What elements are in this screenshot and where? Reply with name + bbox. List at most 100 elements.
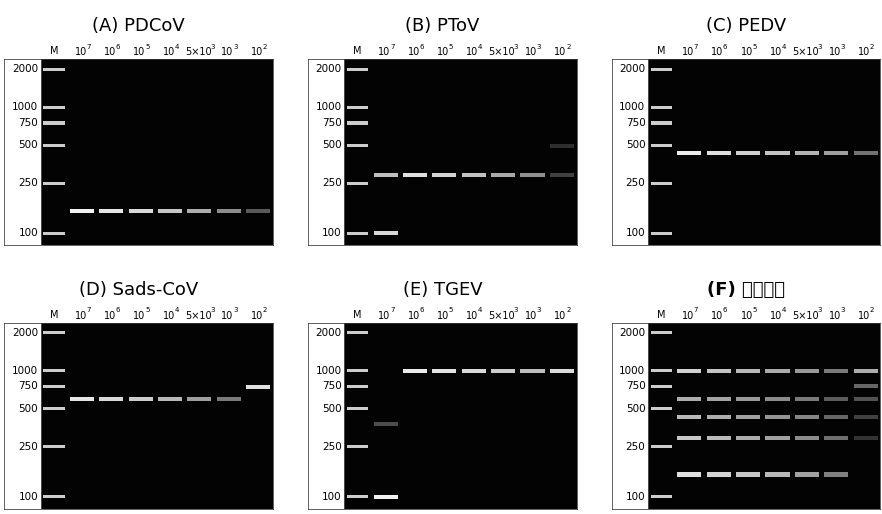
- Bar: [351, 69, 364, 70]
- Bar: [651, 369, 672, 372]
- Bar: [130, 209, 152, 213]
- Bar: [709, 397, 729, 400]
- Bar: [45, 408, 64, 410]
- Bar: [374, 231, 398, 235]
- Bar: [769, 370, 786, 372]
- Bar: [44, 445, 64, 448]
- Text: 7: 7: [86, 44, 91, 49]
- Bar: [770, 153, 785, 154]
- Bar: [493, 370, 513, 372]
- Bar: [798, 416, 815, 418]
- Bar: [348, 144, 368, 146]
- Bar: [678, 437, 700, 440]
- Bar: [736, 472, 760, 476]
- Bar: [348, 407, 368, 410]
- Bar: [220, 210, 237, 212]
- Bar: [825, 473, 848, 476]
- Bar: [160, 397, 180, 400]
- Bar: [191, 398, 208, 400]
- Bar: [407, 174, 422, 176]
- Bar: [104, 398, 119, 399]
- Bar: [492, 173, 514, 177]
- Bar: [407, 174, 423, 176]
- Bar: [678, 152, 701, 155]
- Bar: [551, 145, 572, 148]
- Bar: [101, 397, 122, 400]
- Bar: [347, 445, 369, 448]
- Bar: [101, 210, 122, 212]
- Bar: [524, 174, 542, 176]
- Bar: [827, 398, 845, 400]
- Bar: [768, 153, 787, 154]
- Bar: [375, 422, 396, 425]
- Bar: [348, 332, 368, 334]
- Bar: [711, 370, 727, 371]
- Bar: [350, 144, 365, 146]
- Bar: [350, 144, 365, 146]
- Bar: [827, 416, 845, 418]
- Bar: [707, 152, 730, 155]
- Bar: [349, 332, 366, 334]
- Bar: [250, 387, 265, 388]
- Bar: [403, 369, 427, 373]
- Bar: [131, 397, 151, 400]
- Bar: [492, 369, 514, 372]
- Bar: [189, 210, 210, 212]
- Bar: [711, 153, 727, 154]
- Text: 2000: 2000: [316, 328, 341, 338]
- Bar: [46, 496, 62, 498]
- Bar: [856, 369, 876, 372]
- Bar: [652, 106, 671, 108]
- Bar: [741, 438, 756, 439]
- Bar: [856, 152, 875, 155]
- Bar: [248, 210, 268, 212]
- Bar: [766, 472, 789, 476]
- Bar: [45, 386, 63, 388]
- Bar: [161, 210, 179, 212]
- Bar: [651, 68, 672, 71]
- Bar: [739, 370, 758, 372]
- Bar: [651, 407, 672, 410]
- Bar: [677, 415, 701, 419]
- Bar: [221, 398, 235, 399]
- Bar: [741, 153, 756, 154]
- Bar: [47, 107, 61, 108]
- Bar: [348, 385, 368, 388]
- Bar: [709, 473, 729, 476]
- Bar: [376, 495, 396, 498]
- Bar: [680, 416, 699, 418]
- Bar: [131, 397, 150, 400]
- Bar: [46, 182, 63, 184]
- Bar: [738, 397, 759, 400]
- Bar: [71, 209, 93, 213]
- Bar: [829, 438, 843, 439]
- Bar: [48, 446, 61, 447]
- Bar: [736, 152, 760, 155]
- Bar: [348, 370, 367, 372]
- Bar: [653, 144, 670, 146]
- Bar: [249, 210, 267, 212]
- Bar: [653, 144, 669, 146]
- Bar: [653, 386, 670, 388]
- Text: 4: 4: [781, 307, 786, 313]
- Bar: [736, 397, 759, 400]
- Bar: [554, 145, 570, 147]
- Bar: [348, 182, 368, 185]
- Bar: [191, 398, 207, 399]
- Bar: [709, 416, 729, 418]
- Bar: [825, 397, 848, 400]
- Bar: [159, 209, 181, 213]
- Bar: [349, 408, 367, 410]
- Bar: [766, 473, 789, 476]
- Bar: [653, 68, 670, 70]
- Bar: [677, 397, 701, 400]
- Bar: [737, 369, 759, 372]
- Bar: [159, 397, 181, 400]
- Text: 10: 10: [250, 311, 263, 321]
- Bar: [651, 181, 672, 185]
- Bar: [348, 122, 367, 124]
- Text: (F) 五重模板: (F) 五重模板: [707, 281, 785, 299]
- Bar: [711, 398, 727, 399]
- Text: 750: 750: [322, 381, 341, 392]
- Bar: [678, 397, 700, 400]
